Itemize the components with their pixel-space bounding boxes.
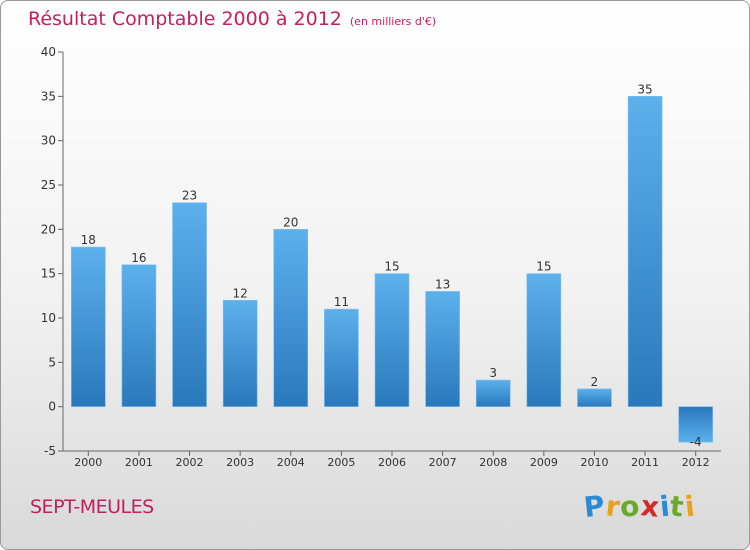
data-label-2009: 15	[536, 260, 551, 274]
y-tick-label: -5	[44, 444, 56, 458]
bar-2000	[71, 246, 106, 407]
x-tick-label: 2002	[176, 456, 204, 469]
bar-2004	[273, 229, 309, 407]
data-label-2001: 16	[131, 251, 146, 265]
data-label-2002: 23	[182, 189, 197, 203]
bar-2011	[627, 96, 663, 407]
y-tick-label: 30	[41, 134, 56, 148]
x-tick-label: 2011	[631, 456, 659, 469]
bar-2010	[577, 388, 612, 407]
y-tick-label: 35	[41, 89, 56, 103]
chart-data-labels: 18 16 23 12 20 11 15 13 3 15 2 35 -4	[81, 82, 702, 449]
logo-letter: i	[682, 489, 697, 524]
x-tick-label: 2007	[429, 456, 457, 469]
bar-2006	[374, 273, 410, 407]
y-tick-label: 10	[41, 311, 56, 325]
data-label-2000: 18	[81, 233, 96, 247]
chart-bars	[71, 96, 713, 443]
bar-2002	[172, 202, 207, 407]
x-tick-label: 2010	[580, 456, 608, 469]
y-tick-label: 20	[41, 222, 56, 236]
data-label-2008: 3	[489, 366, 497, 380]
logo-letter: P	[582, 488, 608, 525]
location-name: SEPT-MEULES	[30, 496, 154, 518]
x-tick-label: 2001	[125, 456, 153, 469]
y-tick-label: 0	[48, 400, 56, 414]
chart-subtitle: (en milliers d'€)	[349, 15, 437, 28]
y-tick-label: 15	[41, 267, 56, 281]
bar-2007	[425, 291, 460, 407]
chart-title: Résultat Comptable 2000 à 2012 (en millie…	[28, 8, 436, 30]
chart-title-text: Résultat Comptable 2000 à 2012	[28, 8, 342, 30]
x-tick-label: 2004	[277, 456, 305, 469]
bar-2008	[475, 379, 511, 407]
bar-2005	[324, 308, 359, 407]
data-label-2005: 11	[334, 295, 349, 309]
data-label-2011: 35	[637, 82, 652, 96]
bar-2009	[526, 273, 562, 407]
bar-2003	[222, 299, 258, 407]
data-label-2007: 13	[435, 277, 450, 291]
data-label-2006: 15	[384, 260, 399, 274]
bar-2012	[678, 406, 713, 443]
proxiti-logo[interactable]: Proxiti	[582, 488, 697, 525]
x-tick-label: 2012	[682, 456, 710, 469]
x-tick-label: 2005	[327, 456, 355, 469]
y-tick-label: 40	[41, 45, 56, 59]
data-label-2010: 2	[591, 375, 599, 389]
y-tick-label: 25	[41, 178, 56, 192]
x-tick-label: 2009	[530, 456, 558, 469]
x-tick-label: 2006	[378, 456, 406, 469]
data-label-2012: -4	[690, 435, 702, 449]
bar-2001	[121, 264, 157, 407]
chart-axes: -5 0 5 10 15 20 25 30 35 40 2000 2001 2002 2003 2004 20…	[41, 45, 721, 469]
data-label-2004: 20	[283, 215, 298, 229]
x-tick-label: 2000	[74, 456, 102, 469]
x-tick-label: 2003	[226, 456, 254, 469]
data-label-2003: 12	[233, 286, 248, 300]
x-tick-label: 2008	[479, 456, 507, 469]
y-tick-label: 5	[48, 355, 56, 369]
